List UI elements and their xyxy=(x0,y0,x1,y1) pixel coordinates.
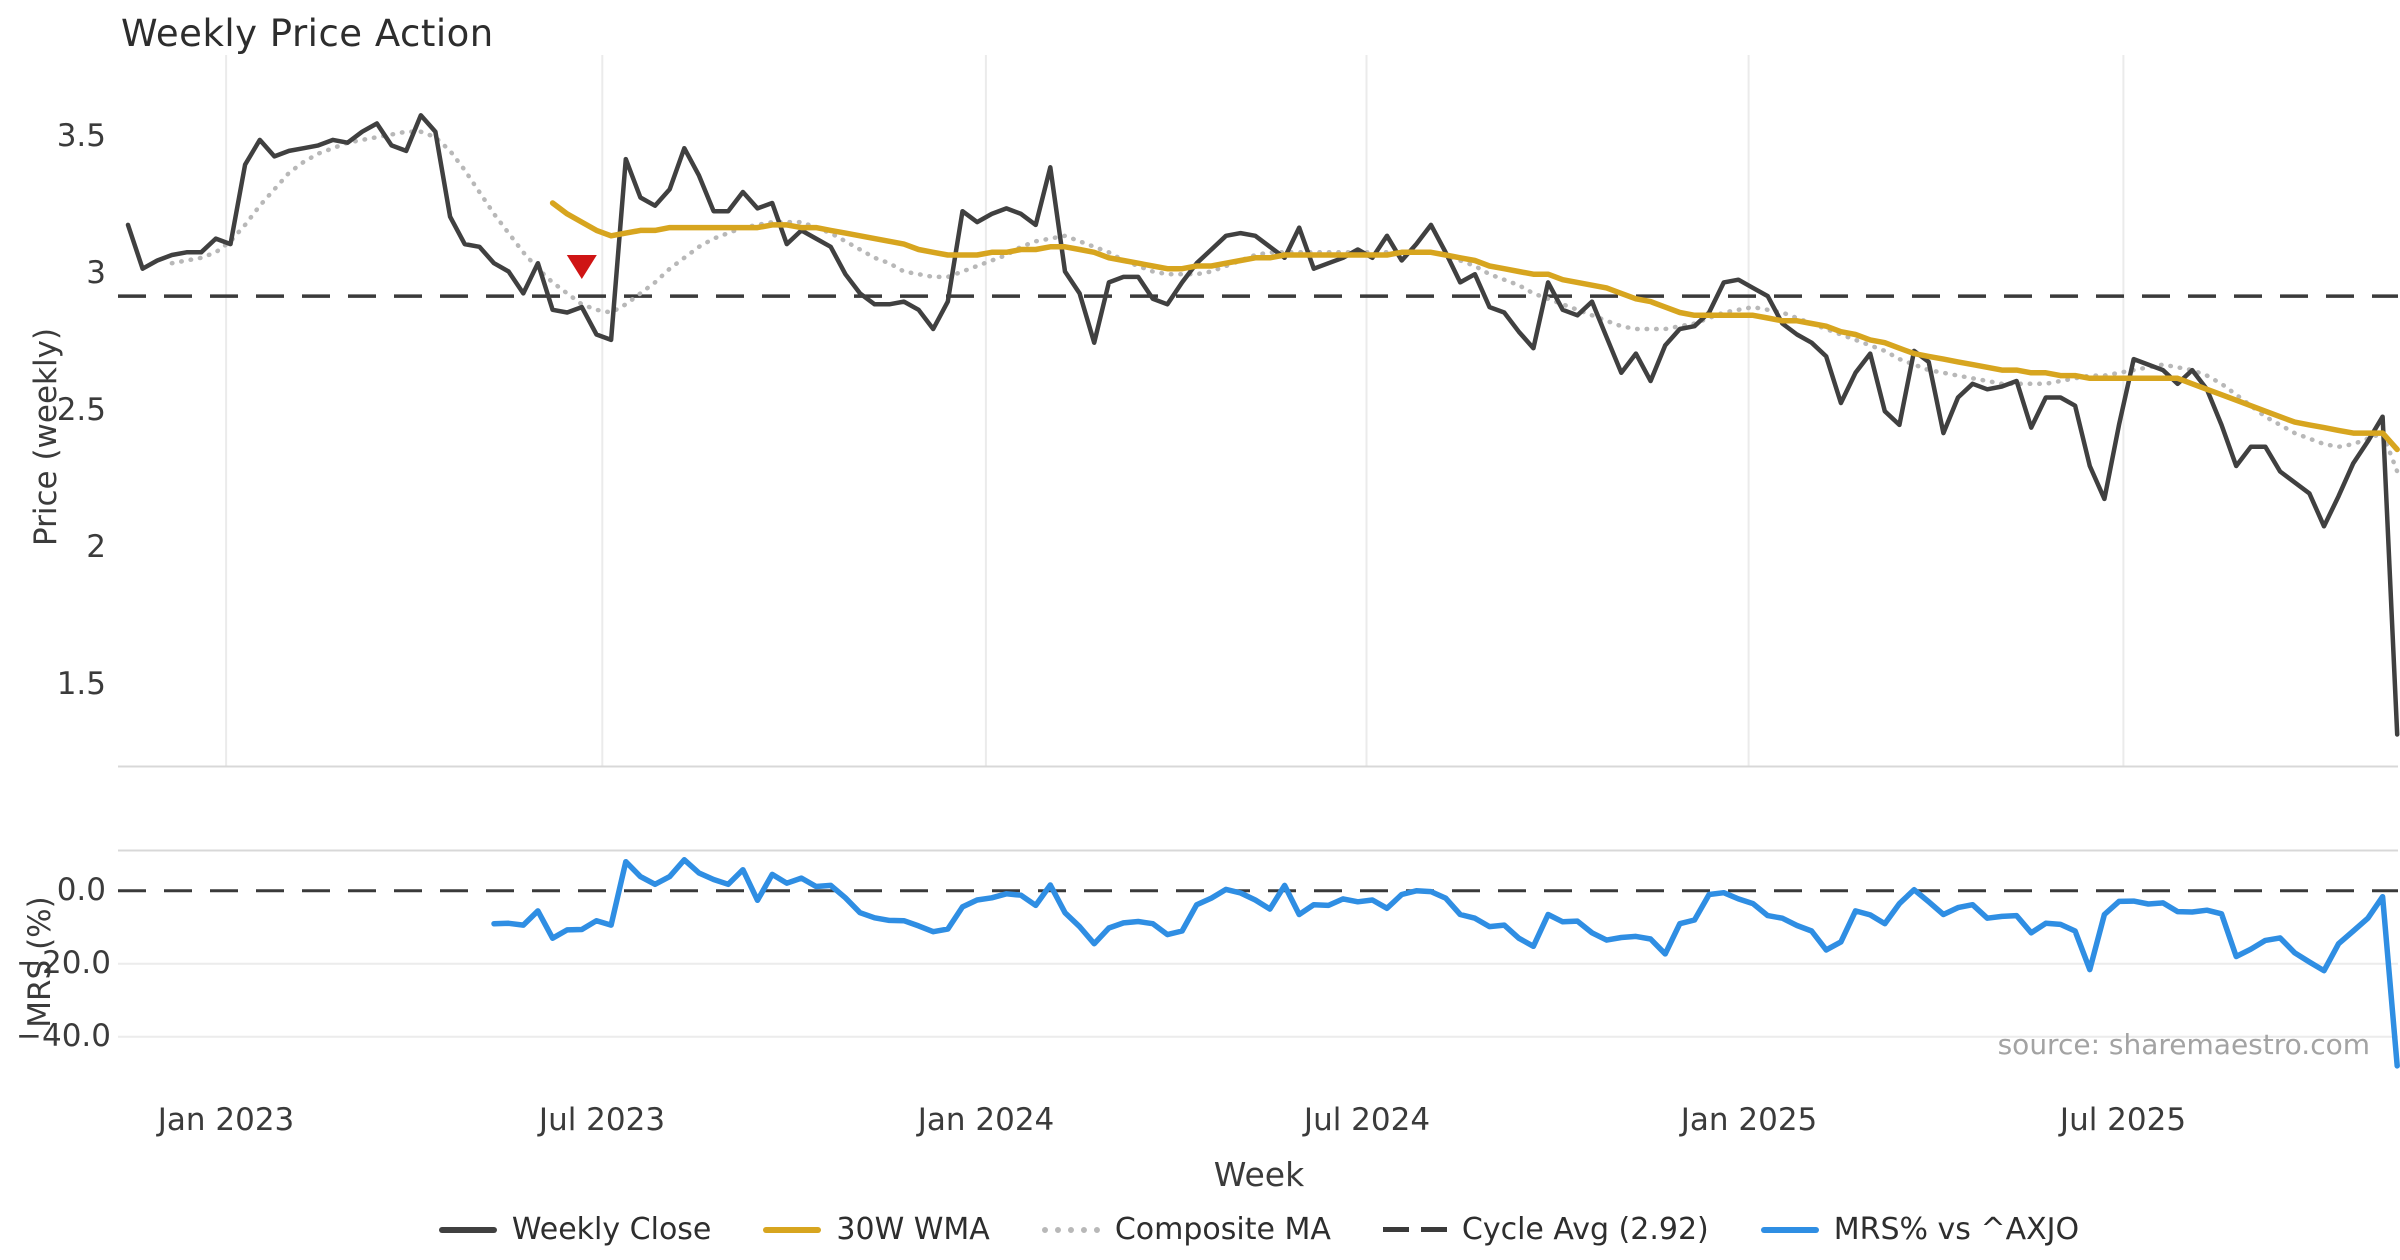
price-axis-label: Price (weekly) xyxy=(28,327,64,547)
price-tick-2-5: 2.5 xyxy=(56,392,106,429)
mrs-tick-0: 0.0 xyxy=(56,871,106,908)
mrs-tick-neg40: −40.0 xyxy=(16,1017,111,1054)
panel-spines xyxy=(118,765,2398,852)
legend-label: 30W WMA xyxy=(836,1212,990,1247)
xtick-jul-2025: Jul 2025 xyxy=(2059,1102,2187,1138)
x-axis-label: Week xyxy=(1213,1155,1305,1194)
wma-line xyxy=(549,200,2400,453)
sell-signal-triangle-icon xyxy=(566,255,597,279)
legend-item-composite: Composite MA xyxy=(1041,1212,1331,1247)
composite-swatch-icon xyxy=(1041,1226,1100,1233)
mrs-swatch-icon xyxy=(1760,1226,1819,1233)
legend-item-cycle-avg: Cycle Avg (2.92) xyxy=(1382,1212,1709,1247)
source-note: source: sharemaestro.com xyxy=(1997,1028,2370,1061)
mrs-line xyxy=(491,857,2400,1069)
legend-item-mrs: MRS% vs ^AXJO xyxy=(1760,1212,2080,1247)
legend-item-wma: 30W WMA xyxy=(763,1212,990,1247)
legend-label: MRS% vs ^AXJO xyxy=(1833,1212,2080,1247)
page-title: Weekly Price Action xyxy=(121,12,494,55)
cycle-avg-swatch-icon xyxy=(1382,1227,1447,1232)
weekly-close-line xyxy=(125,113,2400,737)
legend-label: Weekly Close xyxy=(511,1212,712,1247)
price-tick-2: 2 xyxy=(86,529,106,566)
legend-label: Composite MA xyxy=(1114,1212,1331,1247)
price-tick-1-5: 1.5 xyxy=(56,666,106,703)
xtick-jan-2023: Jan 2023 xyxy=(157,1102,295,1138)
mrs-tick-neg20: −20.0 xyxy=(16,944,111,981)
wma-swatch-icon xyxy=(763,1226,822,1233)
xtick-jul-2024: Jul 2024 xyxy=(1303,1102,1431,1138)
price-tick-3-5: 3.5 xyxy=(56,118,106,155)
xtick-jan-2025: Jan 2025 xyxy=(1680,1102,1818,1138)
legend-label: Cycle Avg (2.92) xyxy=(1461,1212,1709,1247)
legend-item-weekly-close: Weekly Close xyxy=(438,1212,712,1247)
composite-ma-line xyxy=(169,129,2400,474)
price-tick-3: 3 xyxy=(86,255,106,292)
xtick-jul-2023: Jul 2023 xyxy=(538,1102,666,1138)
xtick-jan-2024: Jan 2024 xyxy=(917,1102,1055,1138)
legend: Weekly Close 30W WMA Composite MA Cycle … xyxy=(118,1212,2400,1247)
weekly-close-swatch-icon xyxy=(438,1226,497,1233)
